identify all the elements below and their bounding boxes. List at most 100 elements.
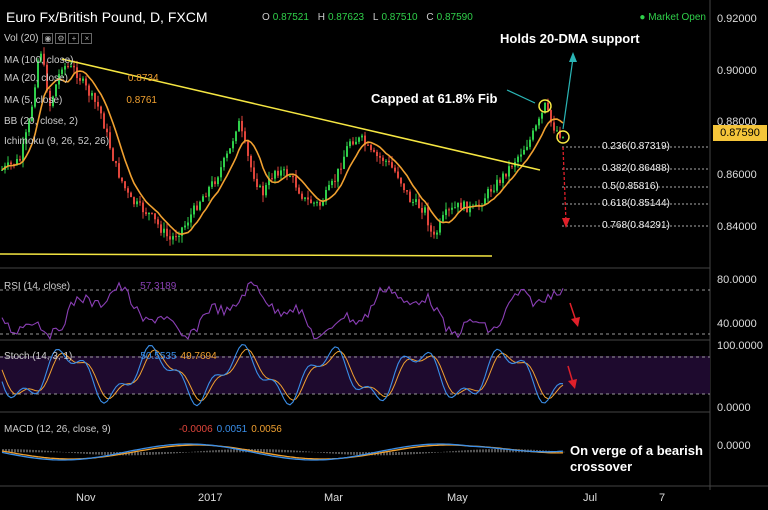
macd-bar [458, 450, 460, 453]
macd-bar [482, 449, 484, 453]
macd-bar [380, 452, 382, 456]
macd-bar [80, 452, 82, 454]
macd-bar [491, 449, 493, 453]
candle [433, 226, 435, 239]
candle [382, 155, 384, 167]
candle [430, 222, 432, 238]
candle [139, 196, 141, 206]
macd-bar [20, 449, 22, 453]
candle [454, 201, 456, 209]
macd-bar [137, 452, 139, 456]
ma20-indicator[interactable]: MA (20, close) 0.8734 [4, 73, 159, 84]
candle [172, 232, 174, 245]
candle [94, 92, 96, 109]
macd-bar [560, 451, 562, 453]
add-icon[interactable]: + [68, 33, 80, 44]
rsi-red-arrow [569, 302, 577, 322]
candle [412, 198, 414, 207]
candle [379, 152, 381, 164]
macd-bar [86, 452, 88, 454]
macd-bar [281, 449, 283, 453]
candle [25, 129, 27, 151]
candle [421, 202, 423, 220]
macd-bar [179, 452, 181, 454]
rsi-header[interactable]: RSI (14, close) 57.3189 [4, 281, 176, 292]
macd-bar [152, 452, 154, 455]
macd-bar [416, 452, 418, 454]
macd-header[interactable]: MACD (12, 26, close, 9) -0.0006 0.0051 0.00… [4, 424, 282, 435]
macd-bar [299, 450, 301, 453]
candle [505, 173, 507, 179]
macd-bar [512, 449, 514, 453]
macd-bar [401, 452, 403, 455]
candle [559, 126, 561, 140]
macd-bar [383, 452, 385, 456]
macd-bar [278, 449, 280, 453]
candle [28, 117, 30, 137]
macd-bar [176, 452, 178, 454]
macd-bar [68, 452, 70, 453]
macd-bar [59, 451, 61, 453]
candle [226, 150, 228, 162]
macd-bar [479, 449, 481, 453]
candle [154, 213, 156, 224]
candle [46, 61, 48, 93]
ichimoku-indicator[interactable]: Ichimoku (9, 26, 52, 26) [4, 136, 109, 147]
macd-bar [272, 449, 274, 453]
candle [268, 171, 270, 190]
settings-icon[interactable]: ⚙ [55, 33, 67, 44]
macd-bar [173, 452, 175, 454]
candle [229, 148, 231, 154]
close-icon[interactable]: × [81, 33, 93, 44]
candle [340, 162, 342, 175]
annotation-fib: Capped at 61.8% Fib [371, 91, 498, 106]
candle [370, 143, 372, 153]
vol-indicator[interactable]: Vol (20) ◉ ⚙ + × [4, 33, 94, 44]
stoch-header[interactable]: Stoch (14, 3, 1) 50.5535 49.7694 [4, 351, 217, 362]
candle [211, 176, 213, 190]
chart-title: Euro Fx/British Pound, D, FXCM [6, 9, 208, 25]
ma100-indicator[interactable]: MA (100, close) [4, 55, 73, 66]
stoch-tick: 0.0000 [717, 402, 751, 414]
macd-bar [287, 450, 289, 453]
macd-bar [434, 452, 436, 453]
macd-bar [107, 452, 109, 455]
macd-bar [464, 450, 466, 453]
macd-bar [398, 452, 400, 455]
candle [319, 200, 321, 210]
ma5-indicator[interactable]: MA (5, close) 0.8761 [4, 95, 157, 106]
price-tick: 0.90000 [717, 65, 757, 77]
candle [361, 133, 363, 141]
bb-indicator[interactable]: BB (20, close, 2) [4, 116, 78, 127]
candle [205, 192, 207, 198]
candle [223, 156, 225, 171]
eye-icon[interactable]: ◉ [42, 33, 54, 44]
candle [451, 202, 453, 215]
macd-bar [323, 452, 325, 453]
candle [166, 222, 168, 241]
fib-level-05: 0.5(0.85816) [602, 181, 659, 192]
candle [106, 123, 108, 138]
macd-bar [50, 451, 52, 453]
ma100-label: MA (100, close) [4, 55, 74, 66]
macd-bar [143, 452, 145, 456]
macd-bar [212, 450, 214, 453]
macd-bar [317, 452, 319, 453]
candle [508, 160, 510, 184]
candle [394, 164, 396, 174]
x-tick: May [447, 492, 468, 504]
candle [313, 201, 315, 207]
candle [358, 136, 360, 145]
macd-bar [413, 452, 415, 455]
macd-bar [149, 452, 151, 455]
macd-bar [449, 451, 451, 453]
candle [406, 190, 408, 195]
candle [442, 211, 444, 224]
open-key: O [262, 12, 270, 23]
macd-bar [233, 449, 235, 453]
macd-bar [266, 449, 268, 453]
macd-bar [395, 452, 397, 456]
macd-bar [98, 452, 100, 455]
candle [478, 199, 480, 211]
ohlc-readout: O 0.87521 H 0.87623 L 0.87510 C 0.87590 [262, 12, 479, 23]
